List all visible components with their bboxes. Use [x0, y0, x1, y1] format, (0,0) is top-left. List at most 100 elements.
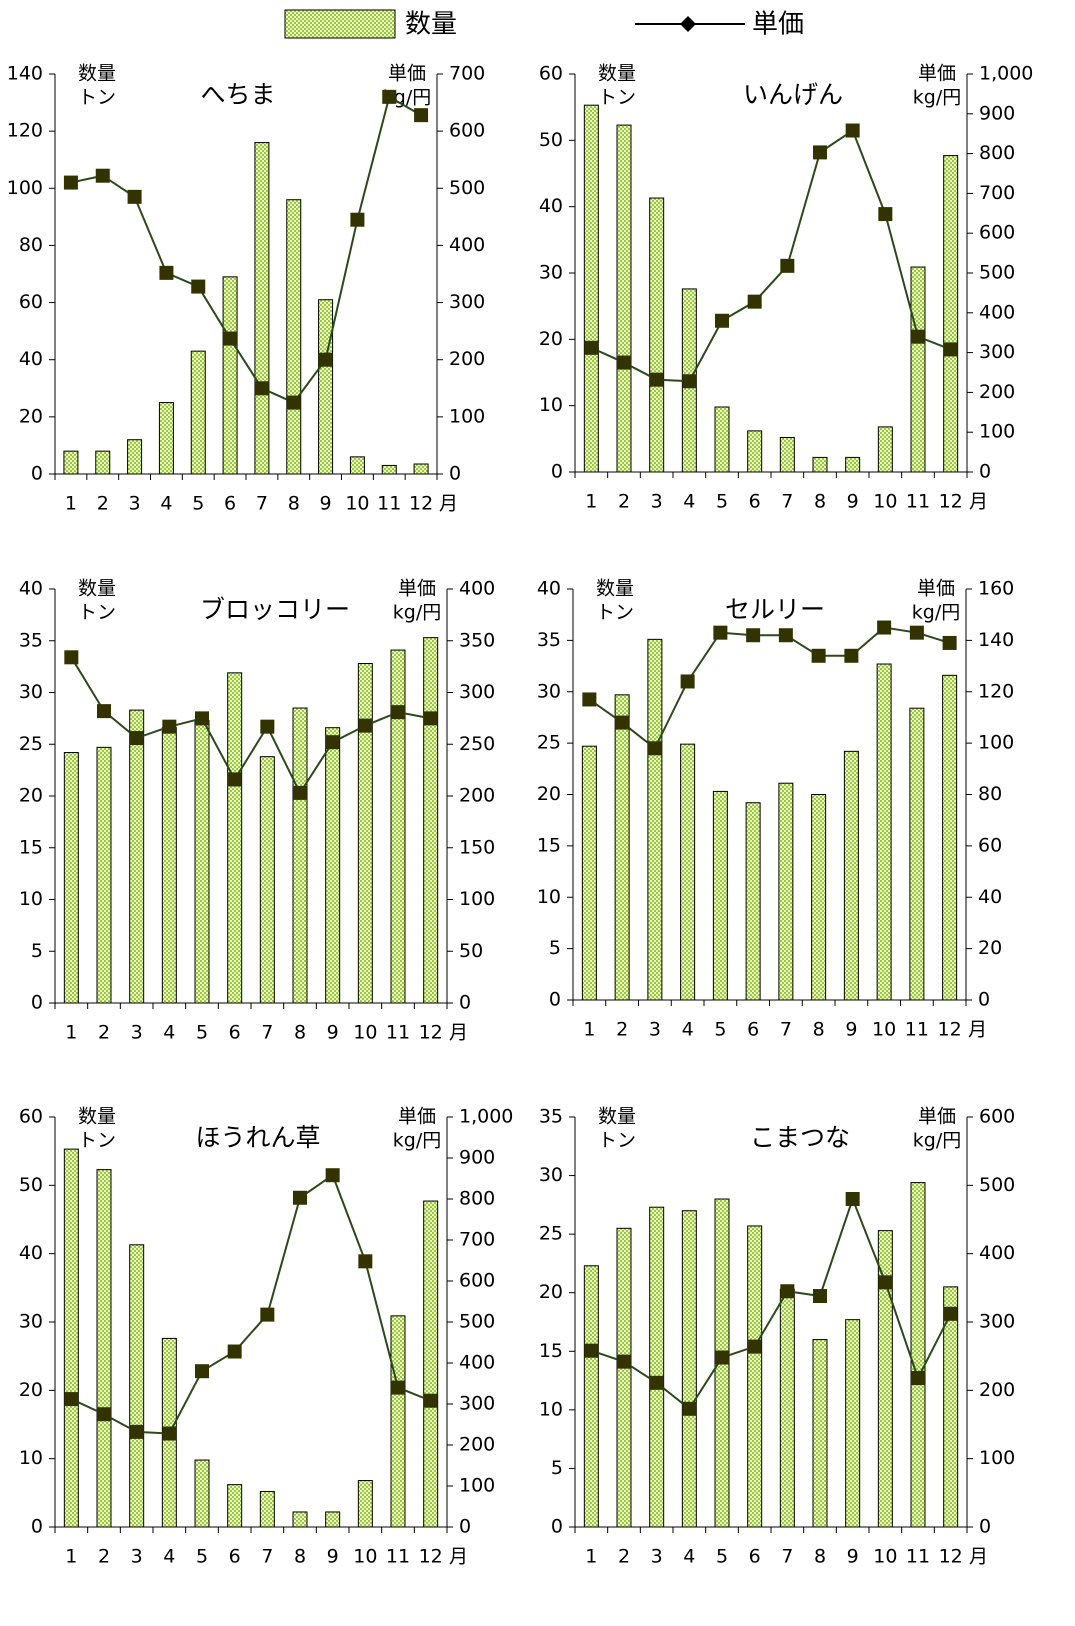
bar [649, 1206, 665, 1528]
bar [942, 674, 958, 1001]
y2-tick-label: 700 [459, 1229, 495, 1251]
x-unit-label: 月 [449, 1022, 468, 1044]
bar [423, 1200, 439, 1528]
y-tick-label: 25 [537, 732, 561, 754]
y2-tick-label: 0 [979, 461, 991, 483]
bar [811, 794, 827, 1001]
price-marker [195, 1364, 209, 1379]
y-axis-label: トン [78, 602, 116, 624]
x-tick-label: 5 [716, 491, 728, 513]
y2-tick-label: 100 [979, 421, 1015, 443]
bar [318, 299, 334, 475]
y-tick-label: 0 [31, 463, 43, 485]
bar [194, 719, 210, 1004]
price-line [591, 1196, 952, 1411]
y2-tick-label: 100 [978, 732, 1014, 754]
x-tick-label: 4 [163, 1546, 175, 1568]
price-marker [584, 340, 599, 355]
x-tick-label: 5 [192, 493, 204, 515]
y2-tick-label: 100 [459, 888, 495, 910]
x-tick-label: 7 [780, 1019, 792, 1041]
y2-tick-label: 350 [459, 629, 495, 651]
x-tick-label: 3 [129, 493, 141, 515]
y-axis-label: 数量 [598, 63, 636, 85]
bar [357, 663, 373, 1004]
x-tick-label: 2 [618, 1546, 630, 1568]
y2-axis-label: kg/円 [393, 1130, 441, 1152]
y2-tick-label: 400 [979, 301, 1015, 323]
x-tick-label: 8 [814, 1546, 826, 1568]
y-tick-label: 40 [19, 578, 43, 600]
y-tick-label: 0 [31, 1516, 43, 1538]
price-marker [293, 785, 307, 800]
y2-tick-label: 300 [459, 1393, 495, 1415]
bar [680, 743, 696, 1001]
x-tick-label: 7 [256, 493, 268, 515]
y2-tick-label: 200 [979, 1379, 1015, 1401]
x-tick-label: 8 [288, 493, 300, 515]
y2-axis-label: kg/円 [913, 87, 961, 109]
y2-tick-label: 300 [459, 681, 495, 703]
price-marker [746, 628, 761, 643]
price-marker [584, 1343, 599, 1358]
y2-tick-label: 300 [979, 341, 1015, 363]
price-marker [909, 625, 924, 640]
price-marker [878, 1275, 893, 1290]
chart-title: ほうれん草 [195, 1123, 320, 1152]
bar [227, 1484, 243, 1528]
y-tick-label: 140 [7, 63, 43, 85]
x-tick-label: 12 [938, 1019, 962, 1041]
y2-tick-label: 700 [979, 182, 1015, 204]
price-marker [682, 1401, 697, 1416]
x-tick-label: 9 [845, 1019, 857, 1041]
y-axis-label: 数量 [598, 1106, 636, 1128]
x-tick-label: 10 [873, 1546, 897, 1568]
y-tick-label: 0 [31, 992, 43, 1014]
price-marker [943, 1306, 958, 1321]
bar [910, 266, 926, 473]
bar [357, 1480, 373, 1528]
bar [413, 463, 429, 475]
bar [349, 456, 365, 475]
x-tick-label: 10 [353, 1546, 377, 1568]
bar [647, 638, 663, 1001]
y2-tick-label: 600 [979, 1106, 1015, 1128]
bar [259, 1490, 275, 1528]
price-marker [423, 711, 438, 726]
chart: セルリー数量トン単価kg/円05101520253035400204060801… [537, 578, 1014, 1041]
y2-tick-label: 800 [979, 142, 1015, 164]
x-tick-label: 9 [847, 1546, 859, 1568]
price-line [70, 95, 422, 404]
x-tick-label: 8 [814, 491, 826, 513]
x-tick-label: 1 [585, 491, 597, 513]
y-tick-label: 120 [7, 120, 43, 142]
y2-tick-label: 160 [978, 578, 1014, 600]
price-marker [845, 1192, 860, 1206]
price-marker [129, 731, 144, 746]
y2-tick-label: 500 [979, 1174, 1015, 1196]
y2-axis-label: kg/円 [913, 1130, 961, 1152]
x-tick-label: 7 [261, 1546, 273, 1568]
y-axis-label: トン [596, 602, 634, 624]
y-tick-label: 50 [539, 129, 563, 151]
y2-tick-label: 0 [979, 1516, 991, 1538]
x-tick-label: 3 [131, 1546, 143, 1568]
y2-tick-label: 120 [978, 680, 1014, 702]
x-tick-label: 10 [353, 1022, 377, 1044]
y2-tick-label: 0 [978, 989, 990, 1011]
y-tick-label: 10 [539, 394, 563, 416]
y-tick-label: 10 [537, 886, 561, 908]
x-tick-label: 4 [683, 1546, 695, 1568]
x-tick-label: 9 [327, 1022, 339, 1044]
y-tick-label: 40 [539, 195, 563, 217]
price-marker [414, 108, 429, 123]
bar [227, 672, 243, 1004]
chart: へちま数量トン単価kg/円020406080100120140010020030… [7, 63, 486, 515]
chart: いんげん数量トン単価kg/円01020304050600100200300400… [539, 63, 1034, 513]
y2-tick-label: 100 [449, 405, 485, 427]
y-tick-label: 20 [19, 405, 43, 427]
price-marker [877, 620, 892, 635]
bar [161, 727, 177, 1004]
legend-label: 単価 [752, 10, 804, 40]
price-line [70, 1173, 432, 1435]
